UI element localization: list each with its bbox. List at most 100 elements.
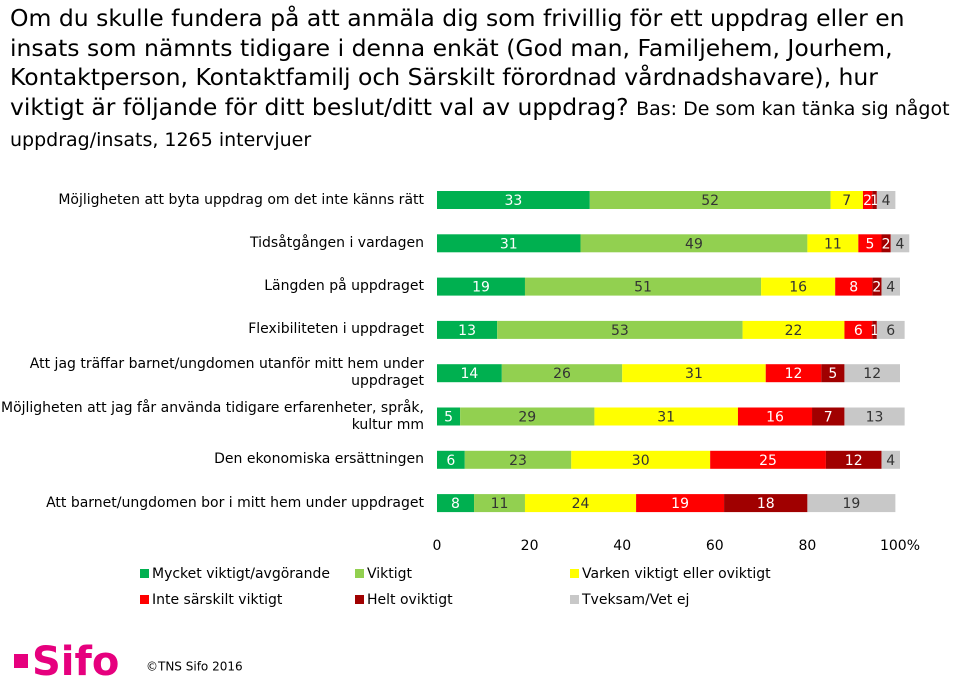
bar-segment [844, 407, 905, 426]
value-label: 12 [863, 366, 881, 382]
bar-segment [524, 277, 762, 296]
bar-segment [807, 234, 859, 253]
bar-segment [437, 320, 498, 339]
value-label: 49 [685, 236, 703, 252]
value-label: 11 [824, 236, 842, 252]
bar-segment [825, 450, 882, 469]
value-label: 5 [828, 366, 837, 382]
value-label: 31 [685, 366, 703, 382]
legend-swatch [140, 569, 149, 578]
legend-swatch [570, 595, 579, 604]
row-label: Att barnet/ungdomen bor i mitt hem under… [46, 494, 424, 511]
value-label: 8 [849, 280, 858, 296]
value-label: 19 [671, 496, 689, 512]
legend-label: Mycket viktigt/avgörande [152, 566, 330, 582]
value-label: 18 [757, 496, 775, 512]
bar-segment [594, 407, 738, 426]
bar-segment [497, 320, 743, 339]
bar-segment [890, 234, 910, 253]
row-label: Möjligheten att jag får använda tidigare… [0, 399, 424, 433]
bar-segment [580, 234, 808, 253]
value-label: 12 [785, 366, 803, 382]
value-label: 19 [472, 280, 490, 296]
row-label: Möjligheten att byta uppdrag om det inte… [58, 191, 424, 208]
value-label: 16 [766, 410, 784, 426]
row-label: Flexibiliteten i uppdraget [248, 321, 424, 338]
value-label: 2 [863, 193, 872, 209]
bar-segment [812, 407, 845, 426]
value-label: 24 [572, 496, 590, 512]
bar-segment [858, 234, 882, 253]
value-label: 51 [634, 280, 652, 296]
chart-title-block: Om du skulle fundera på att anmäla dig s… [10, 4, 950, 156]
value-label: 29 [518, 410, 536, 426]
bar-segment [437, 191, 590, 209]
bar-segment [844, 320, 873, 339]
value-label: 11 [491, 496, 509, 512]
row-label: Tidsåtgången i vardagen [250, 234, 424, 251]
bar-segment [862, 191, 873, 209]
bar-segment [876, 191, 896, 209]
bar-segment [474, 494, 525, 513]
value-label: 25 [759, 453, 777, 469]
x-tick-label: 0 [433, 538, 442, 554]
bar-segment [835, 277, 873, 296]
legend-swatch [355, 595, 364, 604]
value-label: 13 [866, 410, 884, 426]
x-tick-label: 80 [798, 538, 816, 554]
legend-swatch [570, 569, 579, 578]
legend-label: Varken viktigt eller oviktigt [582, 566, 771, 582]
bar-segment [524, 494, 637, 513]
bar-segment [830, 191, 863, 209]
row-label: Den ekonomiska ersättningen [214, 451, 424, 468]
legend-label: Tveksam/Vet ej [581, 592, 689, 608]
logo-square [14, 654, 28, 668]
value-label: 26 [553, 366, 571, 382]
chart-subtitle: Bas: De som kan tänka sig något uppdrag/… [10, 97, 950, 152]
value-label: 23 [509, 453, 527, 469]
value-label: 4 [882, 193, 891, 209]
value-label: 6 [886, 323, 895, 339]
logo: Sifo [32, 639, 119, 685]
legend-label: Viktigt [367, 566, 413, 582]
value-label: 4 [886, 453, 895, 469]
bar-segment [437, 277, 525, 296]
bar-segment [765, 364, 822, 383]
bar-segment [437, 234, 581, 253]
legend-label: Inte särskilt viktigt [152, 592, 283, 608]
bar-segment [636, 494, 725, 513]
value-label: 5 [444, 410, 453, 426]
row-label: Att jag träffar barnet/ungdomen utanför … [29, 356, 424, 390]
legend-swatch [355, 569, 364, 578]
bar-segment [622, 364, 766, 383]
chart-title: Om du skulle fundera på att anmäla dig s… [10, 4, 905, 121]
bar-segment [872, 277, 882, 296]
value-label: 4 [886, 280, 895, 296]
copyright: ©TNS Sifo 2016 [146, 660, 243, 674]
value-label: 31 [500, 236, 518, 252]
bar-segment [881, 450, 900, 469]
value-label: 33 [504, 193, 522, 209]
value-label: 7 [824, 410, 833, 426]
bar-segment [844, 364, 900, 383]
bar-segment [742, 320, 845, 339]
value-label: 14 [460, 366, 478, 382]
bar-segment [761, 277, 836, 296]
value-label: 31 [657, 410, 675, 426]
bar-segment [876, 320, 905, 339]
value-label: 52 [701, 193, 719, 209]
value-label: 6 [854, 323, 863, 339]
bar-segment [872, 320, 877, 339]
bar-segment [881, 234, 891, 253]
bar-segment [571, 450, 711, 469]
x-tick-label: 20 [521, 538, 539, 554]
bar-segment [881, 277, 900, 296]
value-label: 7 [842, 193, 851, 209]
value-label: 12 [845, 453, 863, 469]
bar-segment [501, 364, 623, 383]
bar-segment [807, 494, 896, 513]
bar-segment [437, 450, 465, 469]
bar-segment [821, 364, 845, 383]
